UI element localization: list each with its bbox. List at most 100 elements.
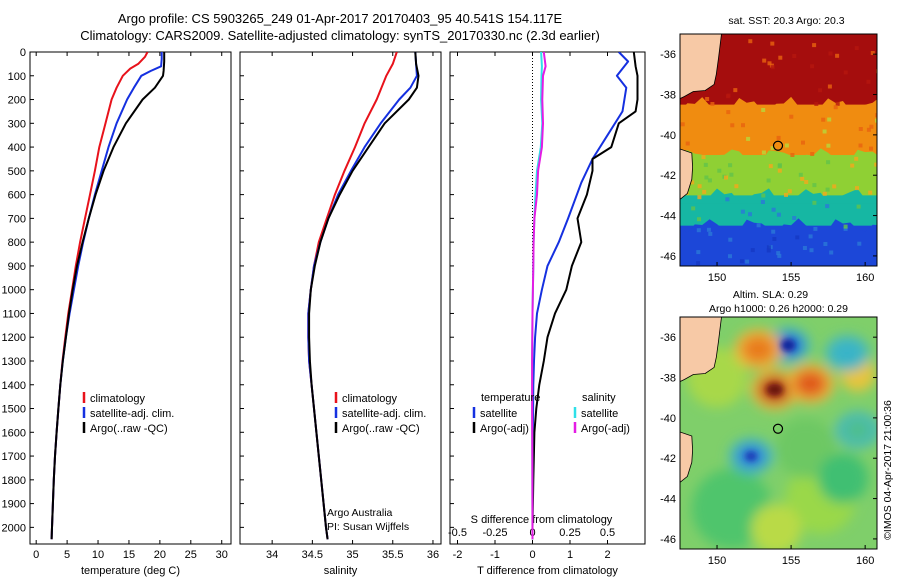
sst-pixel [827, 117, 832, 122]
sst-pixel [795, 235, 800, 240]
sst-pixel [728, 163, 733, 168]
sst-pixel [800, 176, 805, 181]
x-tick-label: 10 [92, 549, 104, 561]
y-tick-label: 1800 [2, 475, 26, 487]
sla-core-high [766, 383, 783, 396]
sst-pixel [829, 250, 834, 255]
y-tick-label: 500 [8, 166, 26, 178]
sst-pixel [766, 245, 771, 250]
map-y-tick-label: -36 [660, 49, 676, 61]
map-y-tick-label: -40 [660, 413, 676, 425]
map-y-tick-label: -38 [660, 373, 676, 385]
sst-pixel [696, 250, 701, 255]
x-tick-label: 1 [567, 549, 573, 561]
sst-pixel [810, 152, 815, 156]
sst-pixel [702, 189, 707, 194]
map-x-tick-label: 160 [856, 555, 874, 567]
sst-pixel [766, 178, 771, 183]
sst-pixel [822, 191, 827, 196]
sst-pixel [813, 226, 818, 231]
sst-pixel [812, 43, 817, 48]
y-tick-label: 200 [8, 95, 26, 107]
sst-pixel [703, 162, 708, 167]
sst-pixel [812, 183, 817, 188]
sst-pixel [771, 229, 776, 234]
map-panels: 150 155 160 -36 -38 -40 -42 -44 -46 sat. SST: 20.… [660, 15, 878, 567]
sst-pixel [680, 122, 685, 127]
series-group [50, 52, 166, 540]
legend-label: Argo(-adj) [480, 423, 529, 435]
sst-map: 150 155 160 -36 -38 -40 -42 -44 -46 sat. SST: 20.… [660, 15, 878, 284]
s-tick-label: -0.5 [448, 527, 467, 539]
x-tick-label: -1 [490, 549, 500, 561]
x-tick-label: 35 [346, 549, 358, 561]
sla-map: 150 155 160 -36 -38 -40 -42 -44 -46 Altim. SLA: 0… [660, 289, 878, 567]
sst-pixel [856, 204, 861, 209]
land-tasmania [680, 148, 694, 200]
x-axis-label: temperature (deg C) [81, 565, 180, 577]
sst-pixel [810, 64, 815, 69]
sst-pixel [798, 172, 803, 177]
legend-label: satellite-adj. clim. [90, 408, 174, 420]
sst-pixel [826, 160, 831, 165]
sst-pixel [822, 129, 827, 134]
legend-header-temperature: temperature [481, 392, 540, 404]
sst-pixel [778, 55, 783, 60]
sla-high [794, 370, 827, 397]
x-tick-label: 0 [529, 549, 535, 561]
sst-pixel [808, 234, 813, 239]
sst-pixel [724, 175, 728, 180]
series-line-argo [531, 52, 639, 540]
x-tick-label: 35.5 [382, 549, 403, 561]
sst-pixel [868, 190, 873, 195]
sst-pixel [776, 212, 781, 217]
sst-pixel [770, 146, 775, 151]
sst-pixel [804, 180, 809, 184]
map-y-tick-label: -42 [660, 453, 676, 465]
sst-pixel [745, 259, 750, 264]
x-tick-label: 34.5 [302, 549, 323, 561]
x-axis-label: T difference from climatology [477, 565, 618, 577]
sst-pixel [869, 124, 874, 129]
x-tick-label: 25 [185, 549, 197, 561]
y-tick-label: 1500 [2, 404, 26, 416]
sla-patch [817, 453, 868, 504]
legend-header-salinity: salinity [582, 392, 616, 404]
imos-timestamp: ©IMOS 04-Apr-2017 21:00:36 [882, 400, 894, 540]
x-tick-label: -2 [453, 549, 463, 561]
sst-pixel [875, 118, 877, 123]
plot-frame [449, 51, 646, 545]
y-tick-label: 1000 [2, 285, 26, 297]
y-tick-label: 300 [8, 118, 26, 130]
map-y-tick-label: -46 [660, 534, 676, 546]
sst-pixel [869, 146, 873, 151]
sst-pixel [741, 123, 745, 128]
temperature-panel: 0 5 10 15 20 25 30 temperature (deg C) 0 100 200 30… [2, 47, 232, 577]
sst-pixel [761, 193, 766, 198]
sst-pixel [767, 61, 772, 66]
y-tick-label: 1700 [2, 451, 26, 463]
sst-pixel [697, 195, 702, 200]
sst-title: sat. SST: 20.3 Argo: 20.3 [728, 15, 844, 27]
legend-label: Argo(..raw -QC) [90, 423, 168, 435]
sst-pixel [784, 143, 789, 148]
x-tick-label: 20 [154, 549, 166, 561]
sst-pixel [833, 105, 838, 110]
sla-low [833, 342, 862, 365]
sst-pixel [875, 113, 877, 118]
y-tick-label: 600 [8, 190, 26, 202]
sst-pixel [756, 223, 761, 228]
x-axis-label: salinity [324, 565, 358, 577]
sst-pixel [854, 156, 859, 161]
sst-pixel [726, 110, 731, 115]
sst-pixel [814, 101, 819, 106]
sst-pixel [790, 153, 795, 157]
y-tick-label: 1200 [2, 332, 26, 344]
map-y-tick-label: -40 [660, 130, 676, 142]
s-tick-label: 0.5 [600, 527, 615, 539]
map-y-tick-label: -42 [660, 170, 676, 182]
sst-pixel [787, 189, 792, 194]
sst-pixel [857, 241, 862, 246]
sst-pixel [792, 216, 797, 220]
sst-pixel [777, 253, 782, 258]
